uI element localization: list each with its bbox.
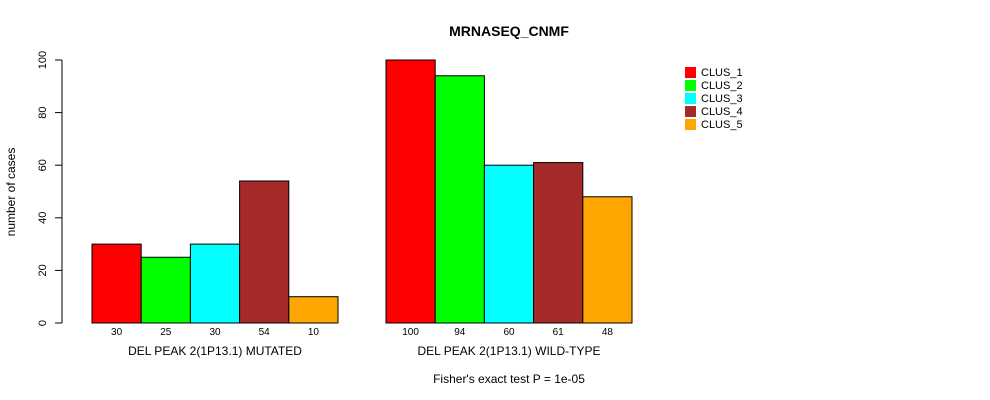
legend-label: CLUS_2 xyxy=(701,80,743,92)
bar xyxy=(91,243,142,324)
group-label: DEL PEAK 2(1P13.1) MUTATED xyxy=(128,344,302,358)
bar-count-label: 94 xyxy=(454,327,466,338)
legend-label: CLUS_5 xyxy=(701,119,743,131)
bar xyxy=(288,296,339,324)
legend-swatch xyxy=(685,119,696,130)
bar-count-label: 54 xyxy=(259,327,271,338)
bar-count-label: 25 xyxy=(160,327,172,338)
bar-group: 30 25 30 54 10 xyxy=(91,180,339,338)
legend-label: CLUS_3 xyxy=(701,93,743,105)
legend-swatch xyxy=(685,106,696,117)
bar-count-label: 48 xyxy=(602,327,614,338)
legend-swatch xyxy=(685,93,696,104)
y-tick-label: 80 xyxy=(37,106,49,118)
group-label: DEL PEAK 2(1P13.1) WILD-TYPE xyxy=(418,344,601,358)
bar-groups: 30 25 30 54 10 100 94 60 61 48 xyxy=(91,59,633,338)
bar xyxy=(189,243,241,324)
legend-swatch xyxy=(685,80,696,91)
bar-count-label: 30 xyxy=(209,327,221,338)
y-tick-label: 100 xyxy=(37,51,49,69)
y-tick-label: 40 xyxy=(37,212,49,224)
bar-count-label: 100 xyxy=(402,327,419,338)
bar xyxy=(239,180,290,324)
bar xyxy=(385,59,436,324)
footnote: Fisher's exact test P = 1e-05 xyxy=(433,372,585,386)
legend-swatch xyxy=(685,67,696,78)
bar-count-label: 61 xyxy=(553,327,565,338)
y-tick-label: 60 xyxy=(37,159,49,171)
bar xyxy=(582,196,633,324)
y-ticks: 0 20 40 60 80 100 xyxy=(37,51,62,326)
y-tick-label: 20 xyxy=(37,264,49,276)
legend-label: CLUS_1 xyxy=(701,67,743,79)
y-tick-label: 0 xyxy=(37,320,49,326)
bar xyxy=(140,256,191,324)
legend-label: CLUS_4 xyxy=(701,106,743,118)
bar-group: 100 94 60 61 48 xyxy=(385,59,633,338)
y-axis-label: number of cases xyxy=(4,148,18,237)
bar-count-label: 10 xyxy=(308,327,320,338)
bar xyxy=(483,164,535,324)
bar-count-label: 60 xyxy=(503,327,515,338)
group-labels: DEL PEAK 2(1P13.1) MUTATED DEL PEAK 2(1P1… xyxy=(128,344,600,358)
bar-count-label: 30 xyxy=(111,327,123,338)
bar xyxy=(434,75,485,324)
chart-title: MRNASEQ_CNMF xyxy=(449,23,569,39)
bar xyxy=(533,162,584,324)
